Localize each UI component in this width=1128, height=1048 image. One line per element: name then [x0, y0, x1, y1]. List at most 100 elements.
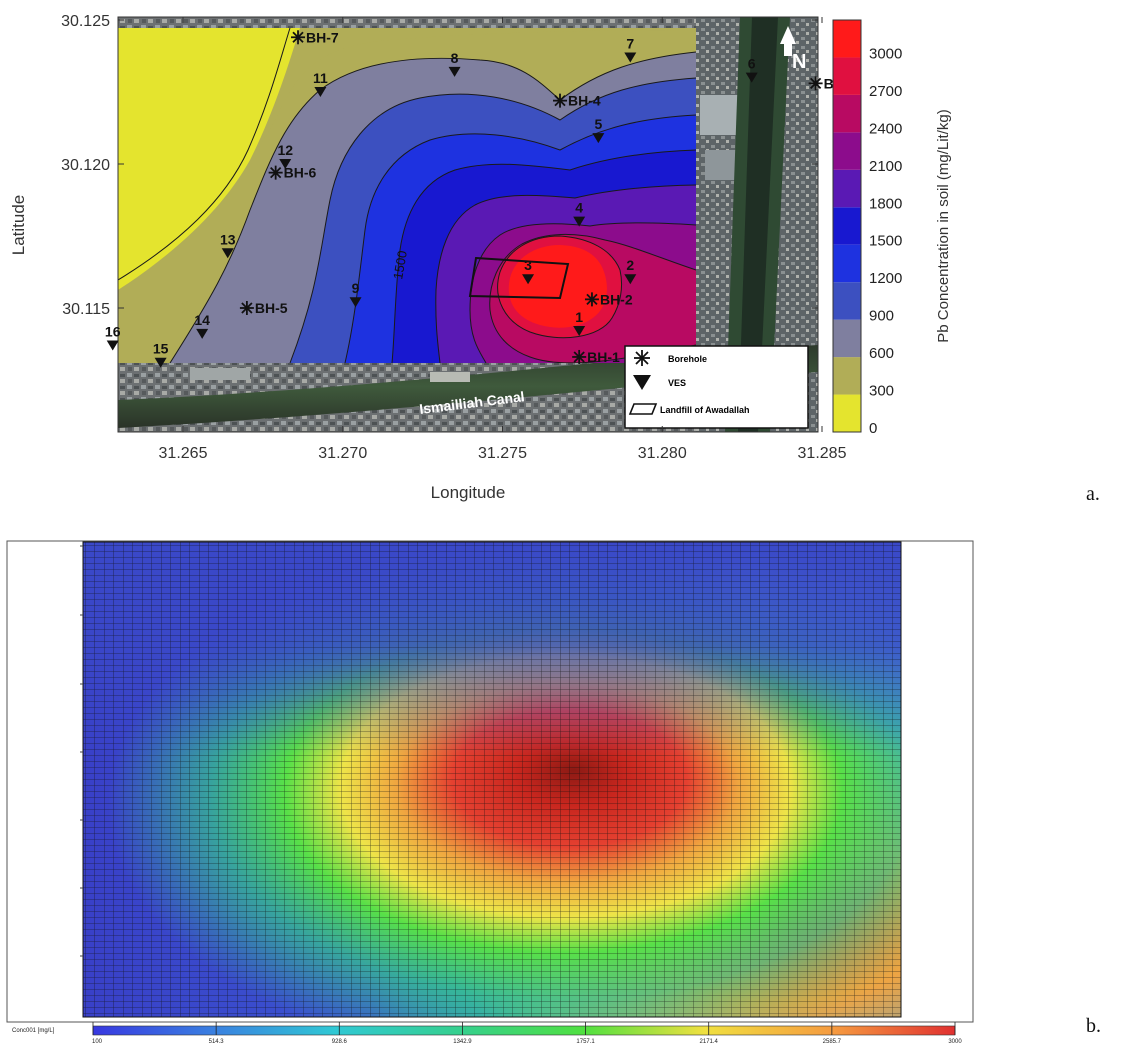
colorbar-b-tick-label: 1757.1 [576, 1039, 595, 1045]
ves-legend-icon [633, 375, 651, 390]
colorbar-title-b: Conc001 [mg/L] [12, 1028, 55, 1034]
colorbar-level-label: 300 [869, 383, 894, 400]
colorbar-level-label: 2100 [869, 158, 902, 175]
legend-ves: VES [668, 378, 686, 388]
ves-marker-icon [154, 357, 167, 368]
ves-marker-icon [592, 133, 605, 144]
colorbar-level-label: 2400 [869, 120, 902, 137]
x-axis-title-a: Longitude [431, 483, 506, 502]
ves-marker-icon [573, 216, 586, 227]
borehole-label: BH-6 [284, 165, 317, 181]
colorbar-a: 0 300 600 900 1200 1500 1800 2100 2400 2700 3000 [832, 19, 902, 437]
ves-marker-icon [349, 297, 362, 308]
ves-label: 11 [313, 70, 328, 86]
y-tick-label: 30.120 [61, 157, 110, 174]
colorbar-level-label: 600 [869, 345, 894, 362]
markers-layer: 123456789111213141516BH-1BH-2BH-3BH-4BH-… [105, 29, 856, 368]
ves-marker-icon [279, 159, 292, 169]
y-ticks-b [80, 545, 83, 957]
colorbar-swatch [833, 20, 861, 58]
colorbar-b-tick-label: 100 [92, 1039, 103, 1045]
colorbar-level-label: 1800 [869, 195, 902, 212]
colorbar-swatch [833, 357, 861, 395]
north-arrow-icon: N [780, 26, 806, 73]
map-legend: Borehole VES Landfill of Awadallah [624, 345, 809, 429]
colorbar-b [92, 1025, 956, 1036]
y-tick-label: 30.125 [61, 13, 110, 30]
ves-label: 1 [575, 309, 583, 325]
colorbar-level-label: 0 [869, 420, 877, 437]
colorbar-swatch [833, 94, 861, 133]
x-tick-label: 31.265 [159, 445, 208, 462]
ves-marker-icon [624, 52, 637, 63]
borehole-label: BH-7 [306, 29, 339, 45]
ves-label: 7 [626, 35, 634, 51]
borehole-label: BH-1 [587, 349, 620, 365]
colorbar-swatch [833, 394, 861, 432]
colorbar-b-tick-label: 2171.4 [700, 1039, 719, 1045]
colorbar-swatch [833, 282, 861, 320]
ves-label: 3 [524, 257, 532, 273]
ves-marker-icon [106, 340, 119, 351]
y-tick-label: 30.115 [62, 301, 110, 318]
ves-marker-icon [314, 87, 327, 97]
contour-label: 1500 [390, 249, 410, 280]
colorbar-level-label: 2700 [869, 83, 902, 100]
ves-label: 8 [451, 50, 459, 66]
borehole-marker-icon [808, 76, 823, 91]
colorbar-swatch [833, 132, 861, 170]
borehole-marker-icon [239, 301, 254, 315]
borehole-label: BH-4 [568, 93, 601, 109]
ves-marker-icon [624, 274, 637, 285]
ves-label: 5 [594, 116, 602, 132]
panel-label-a: a. [1086, 483, 1100, 505]
ves-label: 15 [153, 341, 169, 357]
borehole-marker-icon [268, 165, 283, 180]
colorbar-b-tick-label: 1342.9 [453, 1039, 472, 1045]
colorbar-level-label: 900 [869, 308, 894, 325]
ves-marker-icon [196, 328, 209, 339]
ves-marker-icon [448, 66, 461, 77]
colorbar-b-tick-label: 928.6 [332, 1039, 348, 1045]
borehole-label: BH-5 [255, 300, 288, 316]
x-tick-label: 31.270 [318, 445, 367, 462]
panel-label-b: b. [1086, 1015, 1101, 1037]
plot-frame-a [117, 16, 819, 433]
colorbar-swatch [833, 319, 861, 358]
north-label: N [792, 51, 806, 73]
borehole-marker-icon [553, 93, 568, 108]
concentration-field [82, 541, 902, 1018]
ves-label: 14 [194, 312, 210, 328]
ves-label: 12 [277, 142, 293, 158]
colorbar-title-a: Pb Concentration in soil (mg/Lit/kg) [935, 109, 952, 342]
y-axis-title-a: Latitude [9, 195, 28, 256]
legend-borehole: Borehole [668, 354, 707, 364]
colorbar-b-tick-label: 3000 [948, 1039, 962, 1045]
colorbar-swatch [833, 207, 861, 245]
borehole-label: BH-2 [600, 291, 633, 307]
colorbar-swatch [833, 244, 861, 283]
x-tick-label: 31.280 [638, 445, 687, 462]
colorbar-b-tick-label: 2585.7 [823, 1039, 842, 1045]
ves-marker-icon [573, 326, 586, 337]
ves-marker-icon [745, 72, 758, 83]
map-a: 1500 Ismailliah Canal N 1234567891112131… [9, 13, 1100, 505]
ves-label: 2 [626, 257, 634, 273]
colorbar-swatch [833, 169, 861, 208]
colorbar-level-label: 1500 [869, 233, 902, 250]
ves-marker-icon [221, 248, 234, 259]
model-grid [83, 542, 901, 1017]
ves-label: 13 [220, 231, 236, 247]
landfill-legend-icon [628, 403, 658, 415]
model-b: Conc001 [mg/L] 100 514.3 928.6 1342.9 1757.1… [6, 540, 1101, 1045]
colorbar-level-label: 3000 [869, 45, 902, 62]
borehole-legend-icon [634, 350, 650, 366]
axes-a: 31.265 31.270 31.275 31.280 31.285 30.125 30.1… [61, 13, 847, 462]
colorbar-b-ticks: 100 514.3 928.6 1342.9 1757.1 2171.4 2585.7 300… [92, 1022, 962, 1045]
ves-label: 9 [352, 280, 360, 296]
colorbar-b-tick-label: 514.3 [209, 1039, 225, 1045]
borehole-marker-icon [291, 30, 306, 45]
ves-marker-icon [522, 274, 535, 285]
colorbar-swatch [833, 57, 861, 95]
